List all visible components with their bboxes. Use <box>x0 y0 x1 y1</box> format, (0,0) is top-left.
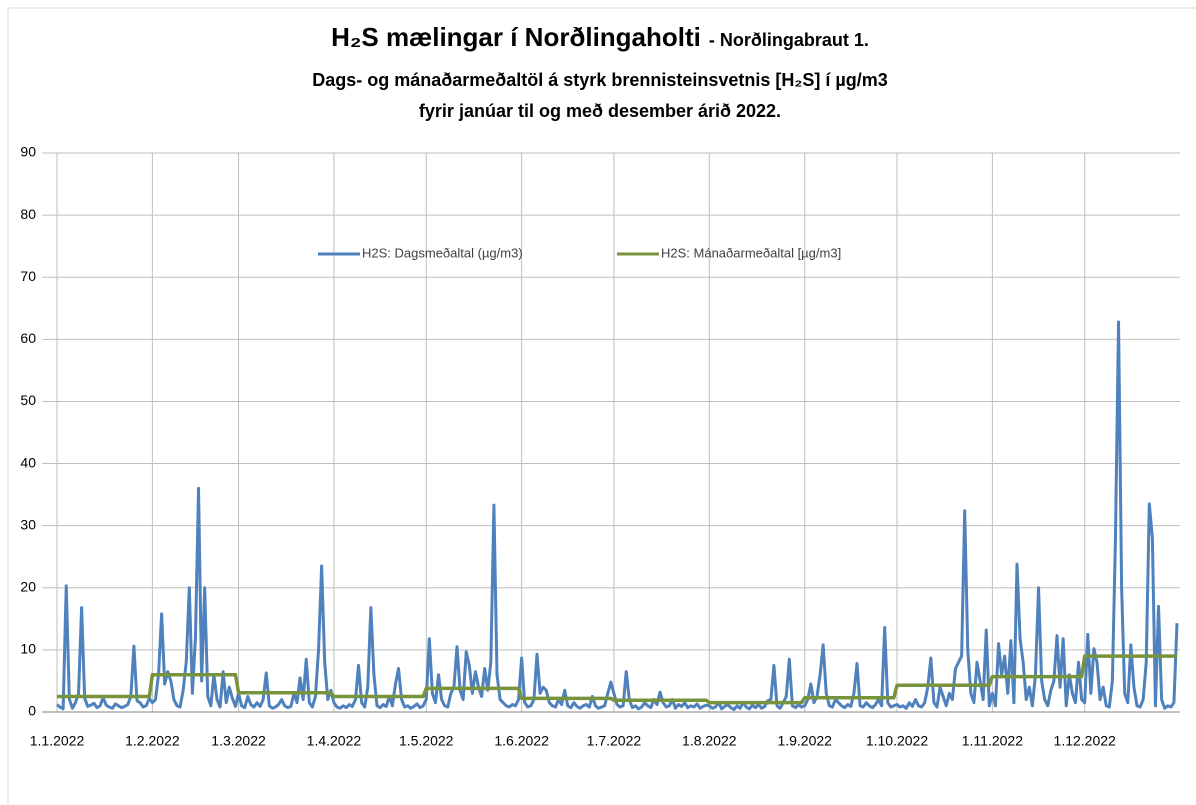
y-tick-label: 20 <box>20 578 36 594</box>
legend-label: H2S: Dagsmeðaltal (µg/m3) <box>362 245 523 260</box>
y-tick-label: 90 <box>20 144 36 160</box>
title-main: H₂S mælingar í Norðlingaholti <box>331 22 701 52</box>
x-tick-label: 1.8.2022 <box>682 733 737 749</box>
x-tick-label: 1.2.2022 <box>125 733 180 749</box>
x-tick-label: 1.10.2022 <box>866 733 928 749</box>
title-suffix: - Norðlingabraut 1. <box>709 30 869 50</box>
x-tick-label: 1.9.2022 <box>777 733 832 749</box>
x-tick-label: 1.5.2022 <box>399 733 454 749</box>
y-tick-label: 40 <box>20 454 36 470</box>
y-tick-label: 10 <box>20 641 36 657</box>
chart-area <box>7 7 1196 805</box>
x-tick-label: 1.11.2022 <box>962 733 1023 749</box>
y-tick-label: 80 <box>20 206 36 222</box>
subtitle: Dags- og mánaðarmeðaltöl á styrk brennis… <box>312 70 888 90</box>
y-tick-label: 0 <box>28 703 36 719</box>
x-tick-label: 1.12.2022 <box>1054 733 1116 749</box>
y-tick-label: 50 <box>20 392 36 408</box>
y-tick-label: 60 <box>20 330 36 346</box>
y-tick-label: 30 <box>20 516 36 532</box>
x-tick-label: 1.6.2022 <box>494 733 549 749</box>
y-tick-label: 70 <box>20 268 36 284</box>
x-tick-label: 1.3.2022 <box>211 733 266 749</box>
data-line <box>57 654 1177 705</box>
chart-title: H₂S mælingar í Norðlingaholti - Norðlinga… <box>331 22 869 52</box>
subtitle: fyrir janúar til og með desember árið 20… <box>419 101 781 121</box>
x-tick-label: 1.7.2022 <box>587 733 642 749</box>
data-line <box>56 320 1179 712</box>
x-tick-label: 1.1.2022 <box>30 733 85 749</box>
legend-label: H2S: Mánaðarmeðaltal [µg/m3] <box>661 245 841 260</box>
x-tick-label: 1.4.2022 <box>307 733 362 749</box>
